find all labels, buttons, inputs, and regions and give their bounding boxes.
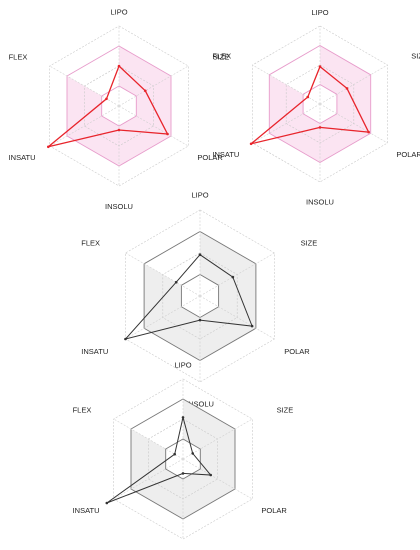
radar-chart-4: LIPO SIZE POLAR INSOLU INSATU FLEX bbox=[73, 361, 294, 540]
radar-spoke bbox=[49, 65, 120, 107]
axis-label-lipo: LIPO bbox=[174, 361, 191, 370]
radar-chart-3: LIPO SIZE POLAR INSOLU INSATU FLEX bbox=[81, 191, 317, 409]
radar-point-insatu bbox=[124, 337, 127, 341]
radar-spoke bbox=[182, 418, 253, 460]
axis-label-insatu: INSATU bbox=[9, 153, 36, 162]
radar-point-lipo bbox=[181, 416, 185, 419]
radar-spoke bbox=[125, 295, 201, 340]
radar-chart-1: LIPO SIZE POLAR INSOLU INSATU FLEX bbox=[9, 8, 230, 211]
axis-label-insolu: INSOLU bbox=[105, 202, 133, 211]
axis-label-insolu: INSOLU bbox=[306, 198, 334, 207]
radar-spoke bbox=[199, 252, 275, 297]
axis-label-insatu: INSATU bbox=[81, 347, 108, 356]
radar-band bbox=[131, 399, 235, 519]
radar-spoke bbox=[113, 458, 184, 500]
axis-label-flex: FLEX bbox=[81, 239, 100, 248]
axis-label-insatu: INSATU bbox=[212, 150, 239, 159]
radar-point-insolu bbox=[318, 126, 322, 129]
axis-label-polar: POLAR bbox=[197, 153, 223, 162]
radar-grid-ring bbox=[49, 25, 189, 187]
axis-label-size: SIZE bbox=[411, 52, 420, 61]
radar-point-polar bbox=[209, 473, 212, 477]
axis-label-size: SIZE bbox=[213, 52, 230, 61]
axis-label-polar: POLAR bbox=[284, 347, 310, 356]
radar-point-insatu bbox=[47, 145, 50, 149]
radar-spoke bbox=[118, 65, 189, 107]
axis-label-insatu: INSATU bbox=[73, 506, 100, 515]
radar-point-size bbox=[191, 452, 194, 455]
radar-grid-ring bbox=[165, 438, 201, 480]
radar-spoke bbox=[118, 105, 189, 147]
radar-point-flex bbox=[174, 280, 178, 284]
axis-label-size: SIZE bbox=[277, 405, 294, 414]
radar-spoke bbox=[125, 252, 201, 297]
radar-spoke bbox=[113, 418, 184, 460]
radar-grid-ring bbox=[113, 378, 253, 540]
radar-point-size bbox=[231, 275, 235, 279]
radar-point-insatu bbox=[249, 142, 253, 146]
radar-spoke bbox=[49, 105, 120, 147]
radar-spoke bbox=[319, 103, 388, 144]
radar-point-size bbox=[144, 89, 147, 93]
radar-point-polar bbox=[250, 324, 254, 328]
axis-label-insolu: INSOLU bbox=[186, 400, 214, 409]
radar-point-insolu bbox=[198, 318, 202, 322]
axis-label-lipo: LIPO bbox=[110, 8, 127, 17]
radar-point-flex bbox=[105, 97, 108, 101]
axis-label-flex: FLEX bbox=[212, 52, 231, 61]
radar-spoke bbox=[252, 64, 321, 105]
axis-label-flex: FLEX bbox=[73, 405, 92, 414]
radar-spoke bbox=[199, 295, 275, 340]
axis-label-polar: POLAR bbox=[261, 506, 287, 515]
radar-spoke bbox=[252, 103, 321, 144]
radar-point-insolu bbox=[181, 472, 185, 475]
radar-grid-ring bbox=[101, 85, 137, 127]
radar-point-insatu bbox=[105, 501, 109, 505]
axis-label-polar: POLAR bbox=[396, 150, 420, 159]
radar-point-polar bbox=[367, 130, 370, 134]
radar-spoke bbox=[182, 458, 253, 500]
radar-chart-2: LIPO SIZE POLAR INSOLU INSATU FLEX bbox=[212, 8, 420, 207]
radar-grid-ring bbox=[268, 44, 372, 164]
radar-band bbox=[144, 231, 256, 361]
radar-point-flex bbox=[173, 452, 176, 456]
radar-point-insolu bbox=[117, 128, 121, 132]
radar-point-polar bbox=[166, 132, 169, 136]
radar-point-lipo bbox=[318, 65, 322, 68]
axis-label-lipo: LIPO bbox=[311, 8, 328, 17]
radar-point-lipo bbox=[198, 253, 202, 256]
axis-label-size: SIZE bbox=[301, 239, 318, 248]
axis-label-flex: FLEX bbox=[9, 52, 28, 61]
radar-point-lipo bbox=[117, 64, 121, 68]
radar-point-flex bbox=[306, 95, 310, 99]
axis-label-lipo: LIPO bbox=[191, 191, 208, 200]
radar-spoke bbox=[319, 64, 388, 105]
radar-point-size bbox=[345, 87, 349, 90]
